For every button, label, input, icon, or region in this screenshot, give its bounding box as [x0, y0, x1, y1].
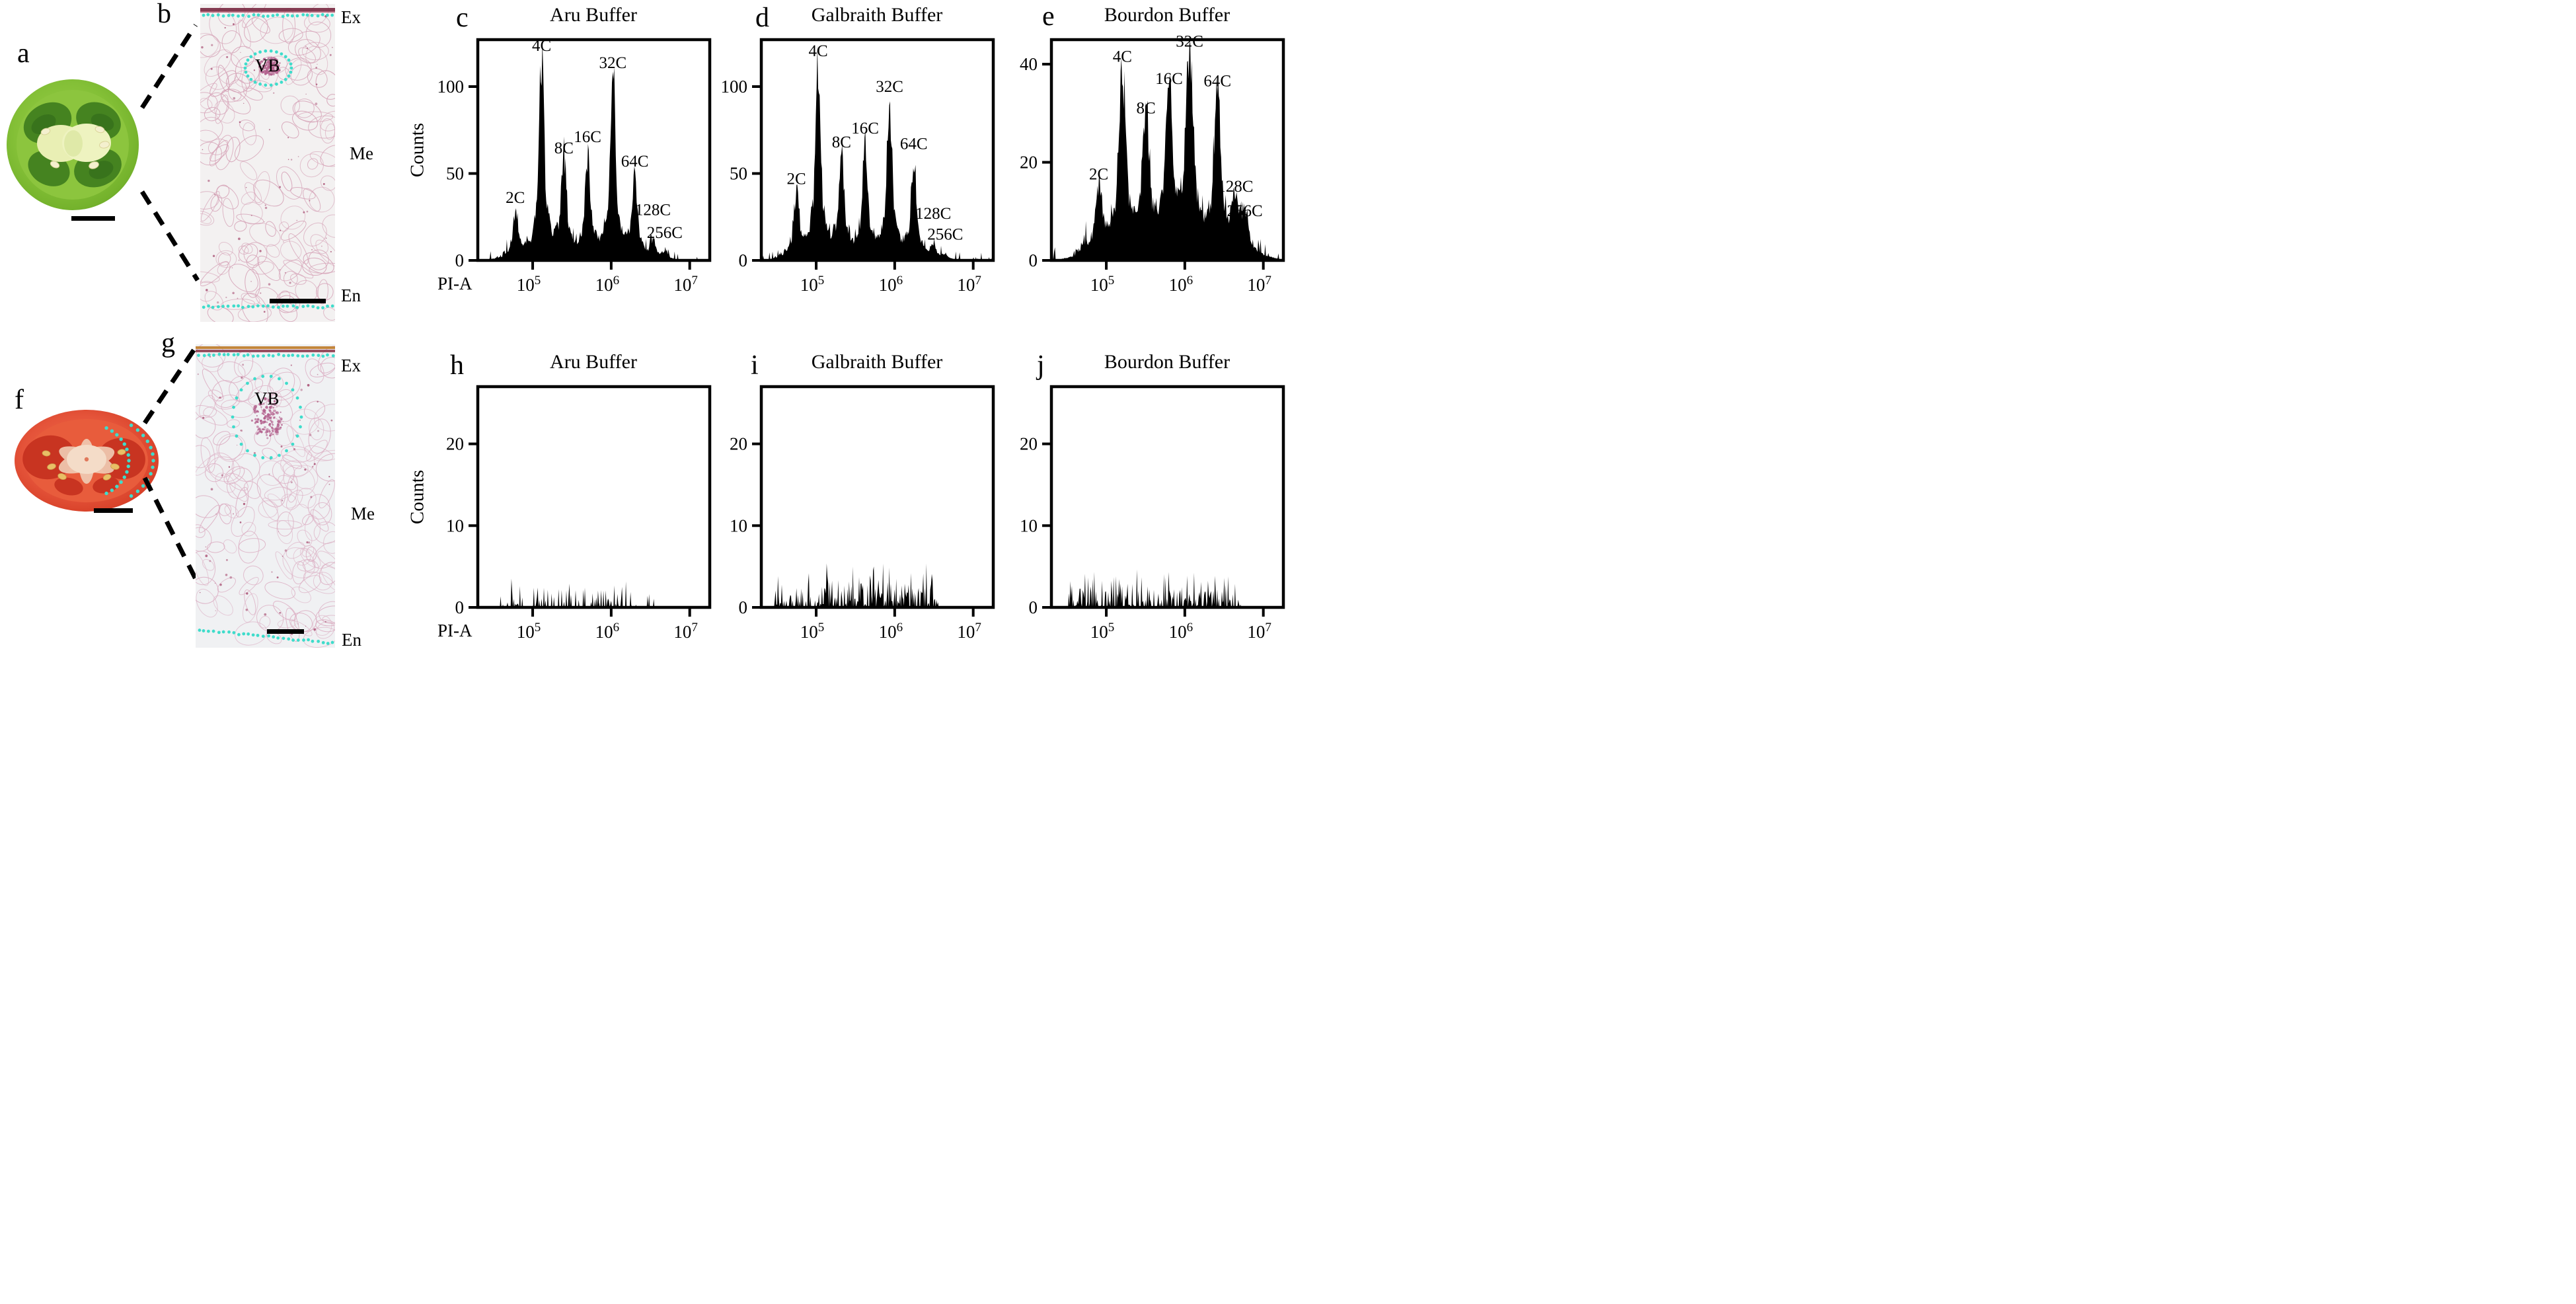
vascular-bundle-label-b: VB	[255, 56, 280, 75]
mesocarp-label-b: Me	[350, 143, 373, 163]
panel-letter-a: a	[17, 38, 30, 69]
scale-bar-panel-f	[94, 508, 133, 513]
svg-text:10: 10	[446, 516, 464, 535]
svg-text:32C: 32C	[1176, 32, 1203, 50]
svg-text:0: 0	[1029, 597, 1038, 617]
svg-text:106: 106	[595, 274, 620, 295]
svg-text:0: 0	[739, 597, 748, 617]
svg-text:0: 0	[455, 597, 465, 617]
svg-text:20: 20	[446, 434, 464, 454]
svg-text:100: 100	[437, 77, 465, 96]
pericarp-micrograph-red-fruit	[196, 344, 335, 648]
svg-text:0: 0	[455, 250, 465, 270]
svg-text:106: 106	[595, 621, 620, 642]
svg-text:256C: 256C	[927, 225, 963, 243]
figure-canvas: a b c d e f g h i j Aru Buffer Galbraith…	[0, 0, 1288, 652]
svg-text:105: 105	[517, 274, 541, 295]
vascular-bundle-label-g: VB	[254, 389, 280, 408]
panel-letter-d: d	[755, 3, 769, 33]
panel-letter-h: h	[450, 350, 464, 381]
svg-text:20: 20	[1020, 153, 1038, 173]
pericarp-micrograph-green-fruit	[200, 4, 335, 322]
svg-text:4C: 4C	[532, 37, 551, 55]
svg-text:107: 107	[1247, 621, 1271, 642]
mesocarp-label-g: Me	[351, 504, 375, 523]
x-axis-label-pia-bottom: PI-A	[437, 621, 473, 640]
svg-text:50: 50	[446, 164, 464, 184]
svg-text:20: 20	[1020, 434, 1038, 454]
svg-text:100: 100	[721, 77, 748, 96]
svg-text:64C: 64C	[1203, 73, 1231, 91]
panel-letter-j: j	[1037, 350, 1045, 381]
svg-text:0: 0	[1029, 250, 1038, 270]
svg-text:128C: 128C	[635, 202, 671, 219]
scale-bar-panel-a	[71, 216, 115, 221]
svg-text:105: 105	[800, 621, 825, 642]
svg-text:106: 106	[1169, 274, 1193, 295]
tomato-seeds	[40, 126, 110, 169]
svg-text:32C: 32C	[876, 78, 903, 96]
panel-letter-c: c	[456, 3, 469, 33]
chart-title-i: Galbraith Buffer	[811, 351, 943, 373]
chart-title-e: Bourdon Buffer	[1104, 4, 1231, 26]
svg-text:4C: 4C	[808, 42, 827, 60]
svg-text:16C: 16C	[574, 128, 601, 146]
chart-title-c: Aru Buffer	[550, 4, 637, 26]
exocarp-label-b: Ex	[341, 7, 361, 27]
svg-text:20: 20	[730, 434, 747, 454]
red-tomato-cross-section-photo	[15, 410, 159, 512]
svg-text:0: 0	[739, 250, 748, 270]
svg-text:105: 105	[1090, 621, 1115, 642]
svg-text:256C: 256C	[1227, 202, 1262, 220]
histogram-bourdon-buffer-ripe: 0 10 20 105 106 107	[1020, 385, 1285, 642]
svg-text:10: 10	[730, 516, 747, 535]
svg-text:8C: 8C	[554, 139, 574, 157]
magnification-dashed-lines	[140, 24, 200, 580]
svg-text:2C: 2C	[1089, 166, 1108, 184]
chart-title-j: Bourdon Buffer	[1104, 351, 1231, 373]
svg-text:40: 40	[1020, 54, 1038, 74]
panel-letter-e: e	[1042, 1, 1055, 32]
svg-text:106: 106	[879, 274, 903, 295]
svg-text:16C: 16C	[851, 120, 879, 137]
endocarp-label-b: En	[341, 286, 361, 305]
chart-title-d: Galbraith Buffer	[811, 4, 943, 26]
svg-text:4C: 4C	[1113, 48, 1132, 65]
svg-text:64C: 64C	[900, 135, 928, 153]
sampled-pericarp-dotted-outline	[104, 423, 155, 498]
svg-text:106: 106	[1169, 621, 1193, 642]
svg-text:128C: 128C	[1217, 178, 1253, 196]
svg-text:105: 105	[800, 274, 825, 295]
svg-text:256C: 256C	[647, 224, 683, 242]
panel-letter-b: b	[157, 0, 171, 29]
panel-letter-g: g	[161, 328, 175, 358]
svg-text:105: 105	[1090, 274, 1115, 295]
svg-text:64C: 64C	[621, 153, 649, 171]
x-axis-label-pia-top: PI-A	[437, 274, 473, 293]
green-tomato-cross-section-photo	[7, 79, 139, 210]
svg-text:8C: 8C	[1136, 99, 1155, 117]
svg-text:107: 107	[1247, 274, 1271, 295]
svg-text:16C: 16C	[1155, 70, 1183, 88]
svg-text:2C: 2C	[787, 170, 806, 188]
chart-title-h: Aru Buffer	[550, 351, 637, 373]
panel-letter-f: f	[15, 385, 24, 415]
svg-text:10: 10	[1020, 516, 1038, 535]
tomato-seeds	[42, 449, 126, 480]
svg-text:106: 106	[879, 621, 903, 642]
svg-text:8C: 8C	[832, 134, 851, 151]
panel-letter-i: i	[751, 350, 759, 381]
svg-text:128C: 128C	[915, 205, 951, 223]
exocarp-label-g: Ex	[341, 356, 361, 375]
endocarp-label-g: En	[342, 630, 361, 650]
svg-text:2C: 2C	[506, 189, 525, 207]
svg-text:50: 50	[730, 164, 747, 184]
svg-text:105: 105	[517, 621, 541, 642]
svg-text:32C: 32C	[599, 54, 627, 72]
